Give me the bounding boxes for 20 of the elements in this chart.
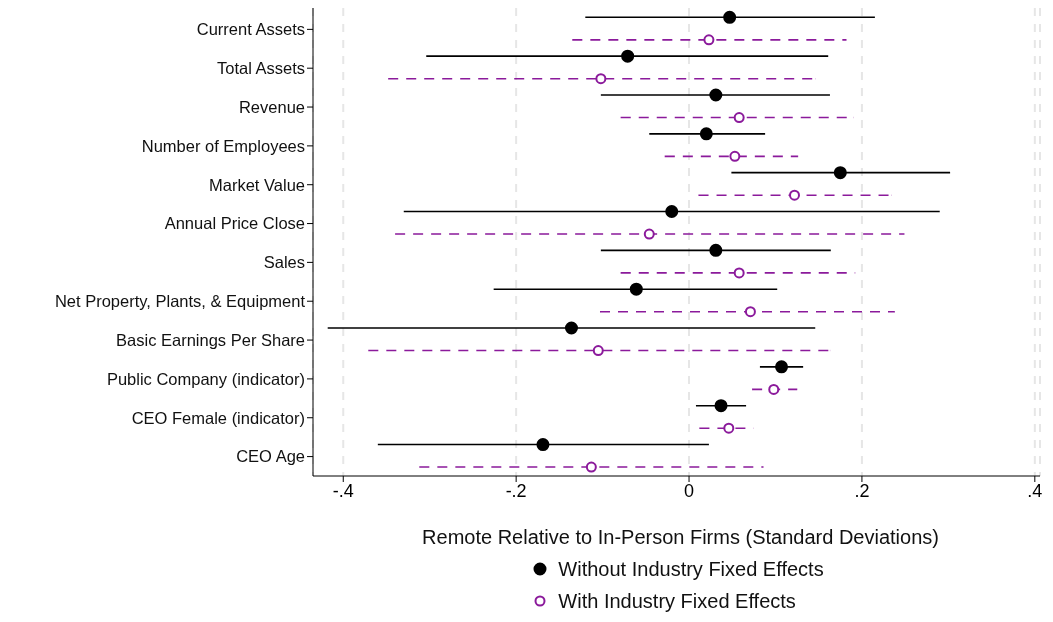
x-tick-label: .2 xyxy=(854,480,870,501)
y-tick-label: Basic Earnings Per Share xyxy=(116,330,305,349)
x-tick-label: -.2 xyxy=(505,480,527,501)
y-tick-label: CEO Female (indicator) xyxy=(131,408,305,427)
legend-label: Without Industry Fixed Effects xyxy=(558,557,824,581)
x-axis-title: Remote Relative to In-Person Firms (Standard Deviations) xyxy=(421,526,940,549)
x-tick-label: 0 xyxy=(684,480,695,501)
legend-label: With Industry Fixed Effects xyxy=(558,589,796,613)
y-tick-label: Number of Employees xyxy=(141,136,305,155)
y-tick-label: Market Value xyxy=(209,175,305,194)
y-tick-label: Total Assets xyxy=(216,59,305,78)
x-tick-label: -.4 xyxy=(332,480,354,501)
x-tick-label: .4 xyxy=(1027,480,1043,501)
y-tick-label: Sales xyxy=(263,253,305,272)
y-tick-label: Annual Price Close xyxy=(164,214,305,233)
y-tick-label: Public Company (indicator) xyxy=(106,369,305,388)
y-tick-label: Net Property, Plants, & Equipment xyxy=(54,292,306,311)
y-tick-label: Revenue xyxy=(238,97,305,116)
y-tick-label: Current Assets xyxy=(196,20,305,39)
y-tick-label: CEO Age xyxy=(236,447,305,466)
